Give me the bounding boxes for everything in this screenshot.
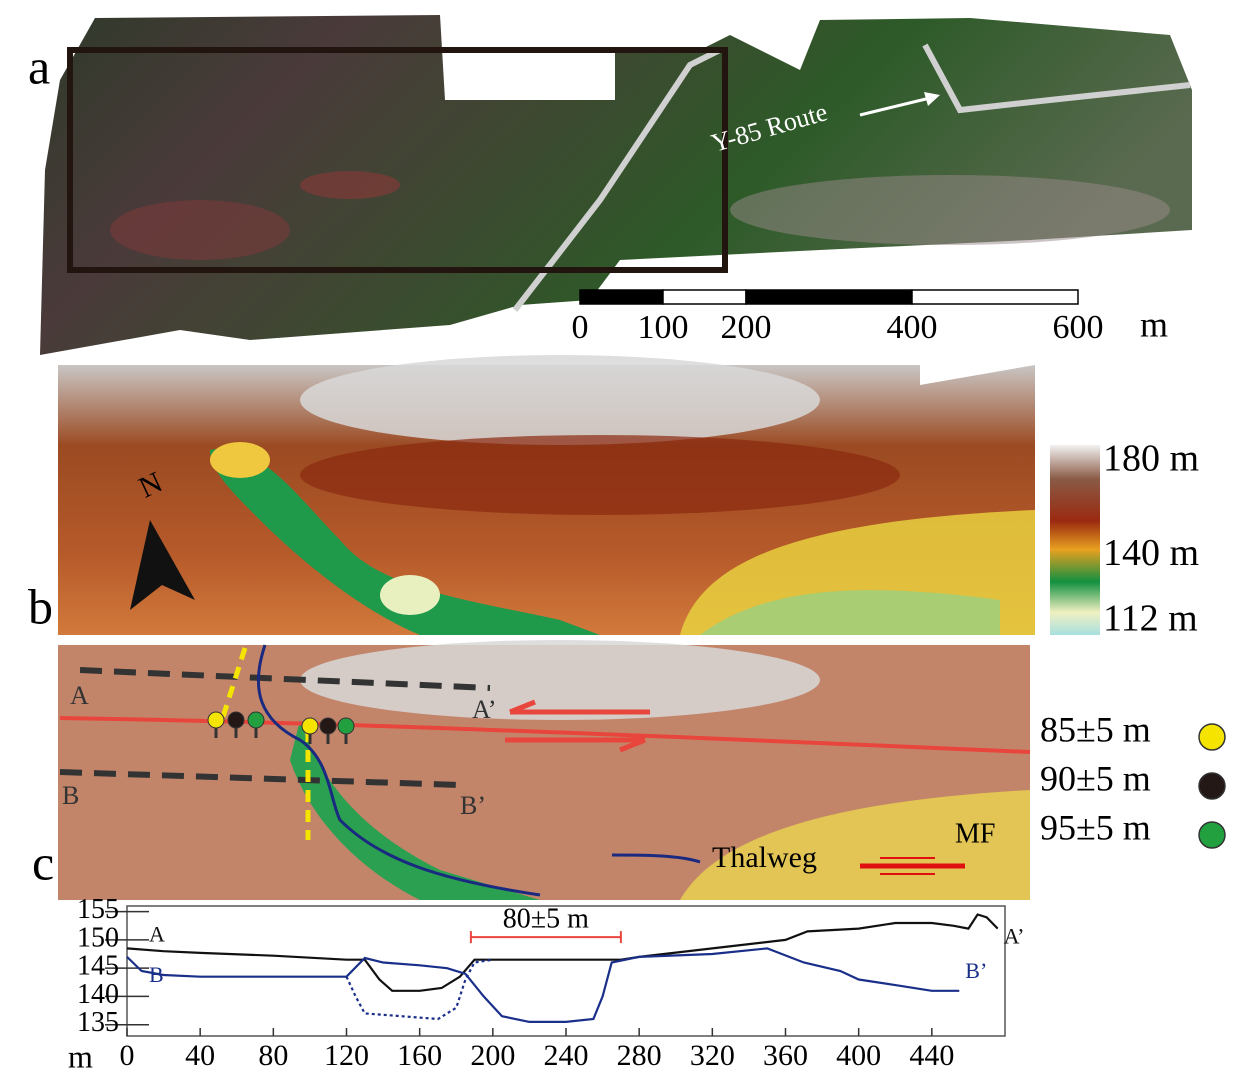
profile-start-label: B <box>149 962 164 987</box>
offset-marker <box>228 712 244 728</box>
profile-label: A’ <box>472 695 497 724</box>
profile-end-label: A’ <box>1004 924 1025 949</box>
profile-end-label: B’ <box>965 958 987 983</box>
scale-tick-label: 100 <box>638 309 689 346</box>
scale-tick-label: 0 <box>572 309 589 346</box>
profile-label: B <box>62 781 79 810</box>
legend-marker <box>1199 773 1225 799</box>
offset-marker <box>320 718 336 734</box>
scale-tick-label: 400 <box>887 309 938 346</box>
legend-label: 90±5 m <box>1040 758 1151 798</box>
scale-tick-label: 200 <box>721 309 772 346</box>
scale-segment <box>912 290 1078 304</box>
x-tick-label: 160 <box>397 1039 442 1072</box>
x-tick-label: 0 <box>120 1039 135 1072</box>
profile-label: A <box>70 681 89 710</box>
x-tick-label: 40 <box>185 1039 215 1072</box>
colorbar-labels: 180 m 140 m 112 m <box>1103 438 1199 640</box>
offset-label: 80±5 m <box>503 904 589 935</box>
x-tick-label: 440 <box>909 1039 954 1072</box>
scale-unit: m <box>1140 304 1168 344</box>
x-tick-label: 400 <box>836 1039 881 1072</box>
legend-marker <box>1199 822 1225 848</box>
y-tick-label: 140 <box>77 979 119 1010</box>
legend-label: 95±5 m <box>1040 807 1151 847</box>
scale-segment <box>746 290 912 304</box>
colorbar-label: 112 m <box>1103 598 1198 640</box>
legend: 85±5 m 90±5 m 95±5 m <box>1040 709 1225 848</box>
y-unit: m <box>68 1038 93 1074</box>
x-tick-label: 120 <box>324 1039 369 1072</box>
page: { "panel_a": { "label": "a", "route_labe… <box>0 0 1233 1078</box>
x-tick-label: 280 <box>617 1039 662 1072</box>
offset-marker <box>248 712 264 728</box>
y-tick-label: 155 <box>77 894 119 925</box>
x-tick-label: 240 <box>544 1039 589 1072</box>
y-tick-label: 150 <box>77 922 119 953</box>
fault-label: MF <box>955 818 995 849</box>
colorbar-label: 180 m <box>1103 438 1199 480</box>
y-tick-label: 145 <box>77 951 119 982</box>
colorbar <box>1050 445 1100 635</box>
dem-map <box>58 355 1035 635</box>
legend-label: 85±5 m <box>1040 709 1151 749</box>
x-tick-label: 80 <box>258 1039 288 1072</box>
figure: a Y-85 Route 0100200400600 m N b 180 m14… <box>0 0 1233 1078</box>
scale-tick-label: 600 <box>1053 309 1104 346</box>
offset-marker <box>302 718 318 734</box>
legend-marker <box>1199 724 1225 750</box>
offset-marker <box>208 712 224 728</box>
scale-segment <box>663 290 746 304</box>
x-tick-label: 320 <box>690 1039 735 1072</box>
interpreted-map <box>58 640 1030 900</box>
profile-line <box>347 960 493 1019</box>
scale-bar: 0 100 200 400 600 <box>572 290 1104 346</box>
panel-label: a <box>28 38 50 94</box>
thalweg-label: Thalweg <box>712 841 817 874</box>
x-tick-label: 200 <box>470 1039 515 1072</box>
offset-marker <box>338 718 354 734</box>
profile-label: B’ <box>460 791 486 820</box>
y-tick-label: 135 <box>77 1007 119 1038</box>
panel-label: b <box>28 578 53 634</box>
scale-segment <box>580 290 663 304</box>
colorbar-label: 140 m <box>1103 532 1199 574</box>
panel-label: c <box>32 834 54 890</box>
profile-start-label: A <box>149 921 165 946</box>
x-tick-label: 360 <box>763 1039 808 1072</box>
